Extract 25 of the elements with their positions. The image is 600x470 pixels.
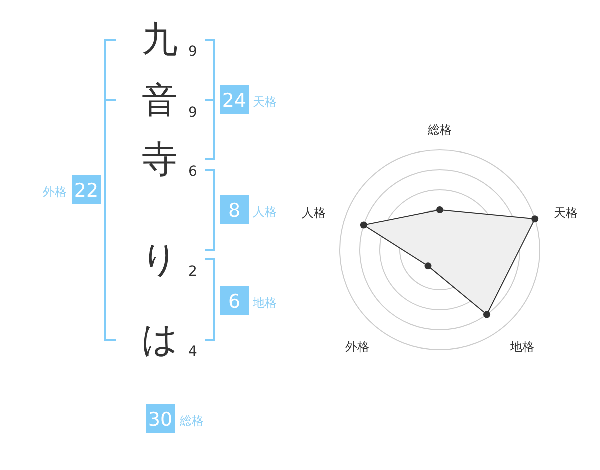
spoke-label: 人格	[302, 206, 326, 220]
text: 24	[222, 90, 247, 112]
category-label: は	[142, 320, 178, 360]
text: 30	[148, 409, 173, 431]
spoke-label: 天格	[554, 206, 578, 220]
category-label: 九	[142, 20, 178, 60]
data-label: 9	[188, 105, 198, 121]
text: 地格	[252, 296, 277, 310]
category-label: り	[142, 240, 178, 280]
data-label: 9	[188, 44, 198, 60]
text: 天格	[253, 95, 277, 109]
data-label: 6	[188, 164, 198, 180]
text: 人格	[253, 205, 277, 219]
category-label: 寺	[142, 140, 178, 180]
text: 6	[228, 291, 241, 313]
spoke-label: 地格	[510, 340, 535, 354]
text: 総格	[179, 414, 204, 428]
text: 外格	[43, 185, 67, 199]
spoke-label: 外格	[345, 340, 370, 354]
data-label: 4	[188, 344, 198, 360]
spoke-label: 総格	[427, 123, 452, 137]
text: 8	[228, 200, 241, 222]
category-label: 音	[142, 80, 178, 122]
data-label: 2	[188, 264, 198, 280]
text: 22	[74, 180, 99, 202]
